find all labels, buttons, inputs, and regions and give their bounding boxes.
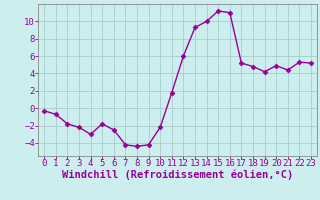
- X-axis label: Windchill (Refroidissement éolien,°C): Windchill (Refroidissement éolien,°C): [62, 170, 293, 180]
